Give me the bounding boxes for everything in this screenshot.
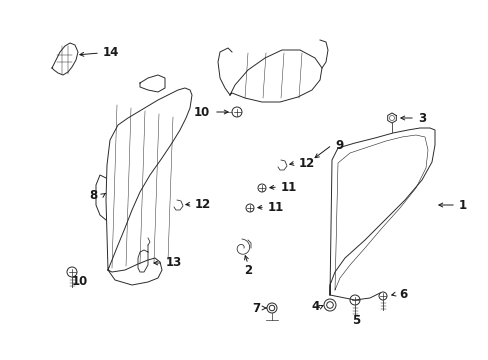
Text: 3: 3 bbox=[417, 112, 425, 125]
Text: 2: 2 bbox=[244, 264, 251, 276]
Text: 14: 14 bbox=[103, 45, 119, 59]
Text: 9: 9 bbox=[334, 139, 343, 152]
Text: 10: 10 bbox=[72, 275, 88, 288]
Text: 5: 5 bbox=[351, 314, 359, 327]
Text: 11: 11 bbox=[281, 180, 297, 194]
Text: 12: 12 bbox=[298, 157, 315, 170]
Text: 12: 12 bbox=[195, 198, 211, 211]
Text: 13: 13 bbox=[165, 256, 182, 270]
Text: 8: 8 bbox=[88, 189, 97, 202]
Text: 7: 7 bbox=[251, 302, 260, 315]
Text: 6: 6 bbox=[398, 288, 407, 301]
Text: 4: 4 bbox=[311, 301, 319, 314]
Text: 1: 1 bbox=[458, 198, 466, 212]
Text: 10: 10 bbox=[193, 105, 209, 118]
Text: 11: 11 bbox=[267, 201, 284, 213]
